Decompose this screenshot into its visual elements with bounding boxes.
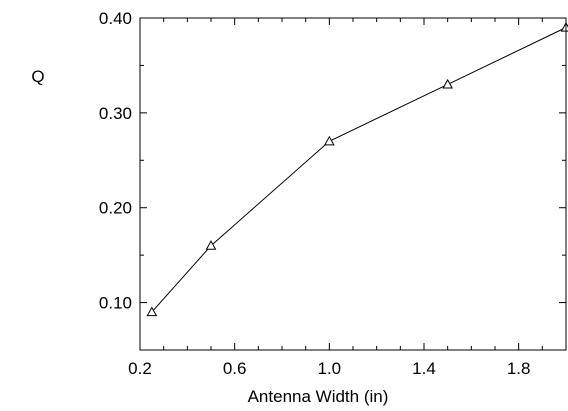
minor-ticks: [140, 18, 567, 351]
y-tick-label: 0.10: [99, 294, 132, 313]
major-ticks: [139, 17, 566, 350]
y-tick-labels: 0.10 0.20 0.30 0.40: [99, 9, 132, 313]
y-axis-label: Q: [31, 67, 44, 86]
x-tick-label: 0.2: [128, 359, 152, 378]
y-tick-label: 0.40: [99, 9, 132, 28]
x-axis-label: Antenna Width (in): [248, 387, 389, 406]
series-group: [146, 21, 568, 317]
x-tick-label: 0.6: [223, 359, 247, 378]
data-point-marker: [146, 306, 158, 317]
data-point-marker: [205, 240, 217, 250]
x-tick-labels: 0.2 0.6 1.0 1.4 1.8: [128, 359, 530, 378]
x-tick-label: 1.8: [507, 359, 531, 378]
data-point-marker: [560, 21, 568, 32]
x-tick-label: 1.0: [318, 359, 342, 378]
data-point-marker: [442, 78, 454, 89]
series-line: [151, 27, 567, 313]
x-tick-label: 1.4: [412, 359, 436, 378]
y-tick-label: 0.30: [99, 104, 132, 123]
data-point-marker: [323, 135, 335, 146]
y-tick-label: 0.20: [99, 199, 132, 218]
plot-frame: [139, 17, 567, 351]
